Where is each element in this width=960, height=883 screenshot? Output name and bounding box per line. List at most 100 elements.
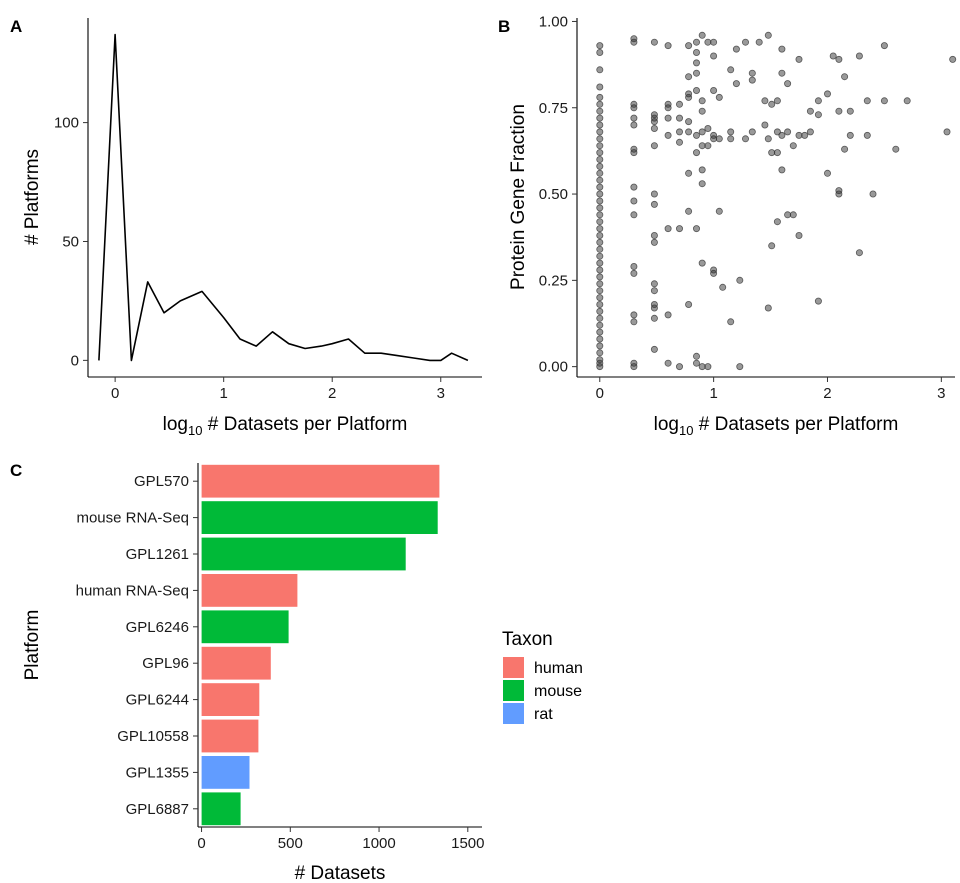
scatter-point xyxy=(685,118,693,126)
scatter-point xyxy=(650,287,658,295)
scatter-point xyxy=(685,169,693,177)
scatter-point xyxy=(773,218,781,226)
scatter-point xyxy=(676,114,684,122)
legend-title: Taxon xyxy=(502,629,553,650)
panel-a-x-tick-label: 1 xyxy=(220,385,228,402)
scatter-point xyxy=(710,38,718,46)
scatter-point xyxy=(710,52,718,60)
scatter-point xyxy=(773,128,781,136)
scatter-point xyxy=(892,145,900,153)
scatter-point xyxy=(698,31,706,39)
panel-c-x-tick-label: 500 xyxy=(278,835,303,852)
scatter-point xyxy=(704,363,712,371)
scatter-point xyxy=(596,162,604,170)
scatter-point xyxy=(650,200,658,208)
scatter-point xyxy=(727,128,735,136)
panel-c-category-label: human RNA-Seq xyxy=(76,582,189,599)
panel-c-x-axis-title: # Datasets xyxy=(295,863,386,883)
scatter-point xyxy=(650,238,658,246)
scatter-point xyxy=(650,300,658,308)
scatter-point xyxy=(596,100,604,108)
scatter-point xyxy=(903,97,911,105)
scatter-point xyxy=(693,49,701,57)
scatter-point xyxy=(650,38,658,46)
scatter-point xyxy=(676,225,684,233)
scatter-point xyxy=(742,38,750,46)
scatter-point xyxy=(778,45,786,53)
scatter-point xyxy=(855,52,863,60)
scatter-point xyxy=(727,66,735,74)
panel-b-x-tick-label: 1 xyxy=(709,385,717,402)
panel-b-x-axis-title: log10 # Datasets per Platform xyxy=(654,414,899,438)
scatter-point xyxy=(693,59,701,67)
panel-c-y-axis-title: Platform xyxy=(22,610,43,681)
scatter-point xyxy=(784,80,792,88)
legend-label-mouse: mouse xyxy=(534,683,582,700)
panel-a-x-tick-label: 0 xyxy=(111,385,119,402)
scatter-point xyxy=(727,135,735,143)
scatter-point xyxy=(736,363,744,371)
scatter-point xyxy=(650,280,658,288)
scatter-point xyxy=(736,276,744,284)
scatter-point xyxy=(698,142,706,150)
scatter-point xyxy=(693,149,701,157)
scatter-point xyxy=(596,128,604,136)
scatter-point xyxy=(630,114,638,122)
panel-a-y-axis-title: # Platforms xyxy=(22,149,43,245)
scatter-point xyxy=(596,83,604,91)
scatter-point xyxy=(630,100,638,108)
scatter-point xyxy=(650,125,658,133)
scatter-point xyxy=(693,69,701,77)
scatter-point xyxy=(764,304,772,312)
bar-gpl96 xyxy=(201,646,271,680)
scatter-point xyxy=(698,363,706,371)
scatter-point xyxy=(630,318,638,326)
scatter-point xyxy=(630,145,638,153)
scatter-point xyxy=(710,131,718,139)
scatter-point xyxy=(764,135,772,143)
scatter-point xyxy=(715,135,723,143)
legend-swatch-mouse xyxy=(503,680,524,701)
scatter-point xyxy=(596,231,604,239)
scatter-point xyxy=(596,93,604,101)
bar-gpl1355 xyxy=(201,756,250,789)
scatter-point xyxy=(685,90,693,98)
scatter-point xyxy=(693,131,701,139)
scatter-point xyxy=(596,225,604,233)
scatter-point xyxy=(806,128,814,136)
panel-c-category-label: GPL6246 xyxy=(126,619,189,636)
scatter-point xyxy=(596,273,604,281)
scatter-point xyxy=(596,294,604,302)
scatter-point xyxy=(676,128,684,136)
scatter-point xyxy=(761,97,769,105)
scatter-point xyxy=(630,211,638,219)
scatter-point xyxy=(596,169,604,177)
scatter-point xyxy=(596,335,604,343)
scatter-point xyxy=(664,100,672,108)
scatter-point xyxy=(664,311,672,319)
scatter-point xyxy=(596,266,604,274)
panel-b-x-tick-label: 3 xyxy=(937,385,945,402)
scatter-point xyxy=(814,97,822,105)
scatter-point xyxy=(768,242,776,250)
scatter-point xyxy=(704,38,712,46)
scatter-point xyxy=(630,311,638,319)
scatter-point xyxy=(664,42,672,50)
scatter-point xyxy=(824,90,832,98)
scatter-point xyxy=(764,31,772,39)
scatter-point xyxy=(630,35,638,43)
panel-a-line-chart: 0 1 2 3 0 50 100 log10 # Datasets per Platform… xyxy=(22,18,482,438)
scatter-point xyxy=(630,197,638,205)
scatter-point xyxy=(698,166,706,174)
scatter-point xyxy=(778,166,786,174)
scatter-point xyxy=(676,138,684,146)
scatter-point xyxy=(704,142,712,150)
panel-c-category-label: mouse RNA-Seq xyxy=(76,510,189,527)
scatter-point xyxy=(630,262,638,270)
scatter-point xyxy=(596,114,604,122)
scatter-point xyxy=(789,211,797,219)
scatter-point xyxy=(596,356,604,364)
bar-gpl570 xyxy=(201,464,440,498)
scatter-point xyxy=(732,45,740,53)
scatter-point xyxy=(630,121,638,129)
